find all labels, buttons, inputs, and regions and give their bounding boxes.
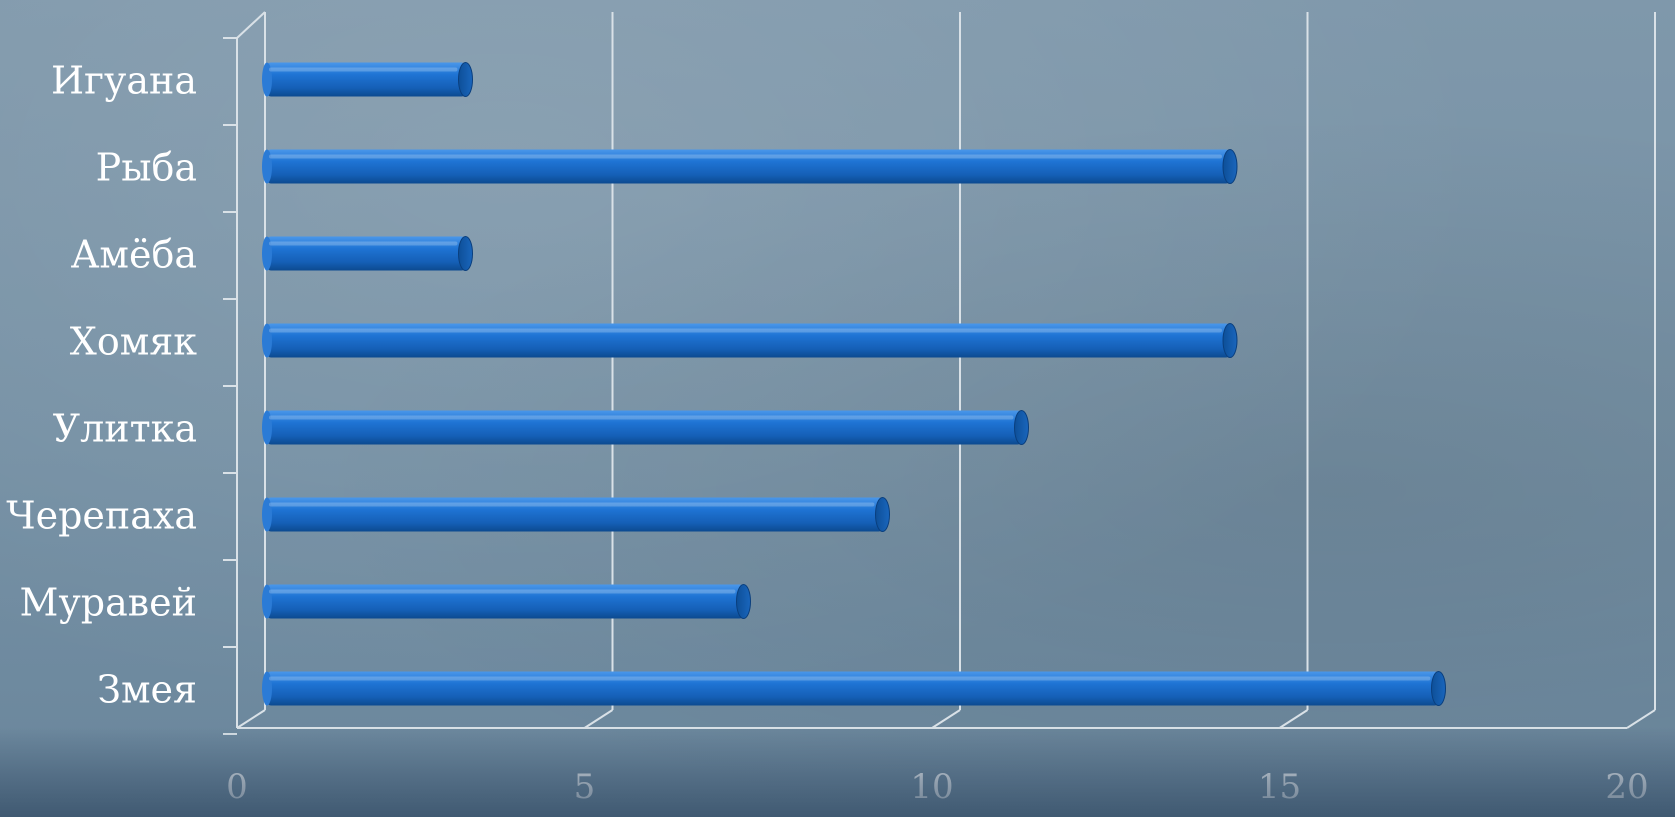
bar-start-cap [262, 236, 272, 271]
bar-highlight [269, 502, 875, 507]
bar-highlight [269, 589, 736, 594]
bar-end-cap [1222, 149, 1238, 184]
bar [262, 323, 1238, 358]
bar [262, 410, 1029, 445]
bar-highlight [269, 676, 1431, 681]
bar-start-cap [262, 410, 272, 445]
grid-layer [223, 11, 1656, 735]
x-tick-label: 15 [1258, 767, 1301, 807]
category-label: Амёба [71, 233, 197, 277]
x-tick-label: 0 [226, 767, 248, 807]
bar [262, 149, 1238, 184]
bar-start-cap [262, 584, 272, 619]
bar-highlight [269, 415, 1014, 420]
bar-body [267, 671, 1439, 706]
bar-end-cap [1222, 323, 1238, 358]
labels-layer: 0 5 10 15 20 Змея Муравей Черепаха Улитка Хомяк Ам… [6, 59, 1648, 808]
category-label: Муравей [20, 581, 197, 625]
floor-diagonal [1626, 709, 1656, 729]
floor-diagonal [931, 709, 961, 729]
floor-diagonal [1278, 709, 1309, 729]
bar-highlight [269, 154, 1222, 159]
category-label: Хомяк [70, 320, 197, 364]
y-axis-top-diagonal [236, 11, 266, 39]
bar [262, 236, 473, 271]
bar-end-cap [736, 584, 751, 619]
bar-end-cap [458, 236, 473, 271]
bar-end-cap [458, 62, 473, 97]
bar-body [267, 497, 883, 532]
bar-highlight [269, 67, 458, 72]
bar-body [267, 410, 1022, 445]
floor-diagonal [583, 709, 614, 729]
bar-body [267, 62, 466, 97]
category-label: Улитка [53, 407, 197, 451]
bar-start-cap [262, 149, 272, 184]
bar-start-cap [262, 62, 272, 97]
bar-end-cap [1431, 671, 1446, 706]
bar-body [267, 236, 466, 271]
bar-body [267, 584, 744, 619]
bar-body [267, 149, 1230, 184]
bar-body [267, 323, 1230, 358]
bar-end-cap [1014, 410, 1029, 445]
floor-diagonal [236, 709, 266, 729]
bar [262, 584, 751, 619]
bar [262, 497, 890, 532]
category-label: Рыба [96, 146, 197, 190]
bar-highlight [269, 241, 458, 246]
category-label: Змея [97, 668, 197, 712]
bar-start-cap [262, 671, 272, 706]
bar-start-cap [262, 497, 272, 532]
x-tick-label: 10 [910, 767, 953, 807]
bar-start-cap [262, 323, 272, 358]
category-label: Черепаха [6, 494, 197, 538]
category-label: Игуана [51, 59, 197, 103]
bar-highlight [269, 328, 1222, 333]
bars-layer [262, 62, 1446, 706]
bar [262, 62, 473, 97]
x-tick-label: 20 [1605, 767, 1648, 807]
x-tick-label: 5 [574, 767, 596, 807]
bar [262, 671, 1446, 706]
bar-end-cap [875, 497, 890, 532]
